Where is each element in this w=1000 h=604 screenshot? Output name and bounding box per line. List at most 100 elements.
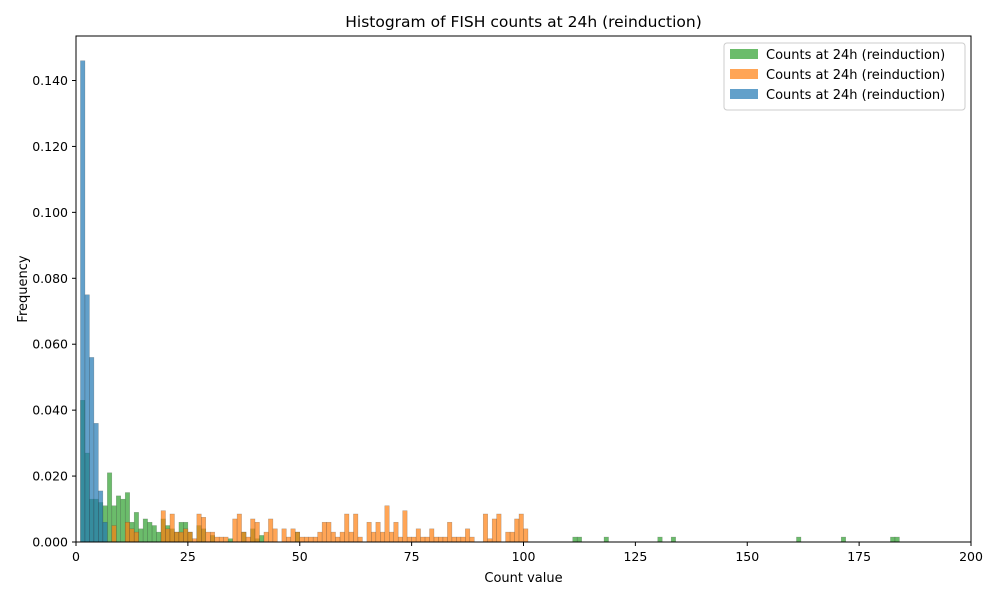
histogram-bar [330, 531, 336, 543]
y-axis-ticks: 0.000 0.020 0.040 0.060 0.080 0.100 0.120 0.140 [32, 73, 76, 550]
histogram-bar [456, 536, 462, 543]
histogram-bar [491, 518, 497, 543]
histogram-bar [169, 513, 175, 543]
histogram-bar [236, 513, 242, 543]
histogram-bar [124, 521, 130, 543]
histogram-bar [344, 513, 350, 543]
histogram-bar [98, 490, 104, 543]
histogram-bar [205, 531, 211, 543]
x-tick-label: 25 [180, 549, 196, 564]
y-tick-label: 0.080 [32, 271, 68, 286]
histogram-bar [375, 521, 381, 543]
legend-label: Counts at 24h (reinduction) [766, 68, 945, 83]
histogram-bar [429, 528, 435, 543]
histogram-bar [201, 517, 207, 543]
y-tick-label: 0.100 [32, 205, 68, 220]
histogram-bar [272, 528, 278, 543]
histogram-bar [156, 531, 162, 543]
histogram-bar [442, 536, 448, 543]
histogram-bar [218, 536, 224, 543]
histogram-bar [505, 531, 511, 543]
histogram-bar [174, 531, 180, 543]
histogram-bar [397, 536, 403, 543]
histogram-bar [147, 521, 153, 543]
y-tick-label: 0.020 [32, 469, 68, 484]
histogram-bar [241, 531, 247, 543]
histogram-bar [482, 513, 488, 543]
x-tick-label: 0 [72, 549, 80, 564]
histogram-bar [406, 536, 412, 543]
legend-swatch [730, 49, 758, 59]
x-tick-label: 75 [404, 549, 420, 564]
histogram-bar [259, 535, 265, 543]
y-tick-label: 0.060 [32, 337, 68, 352]
histogram-bar [214, 536, 220, 543]
histogram-bar [107, 472, 113, 543]
histogram-bar [187, 531, 193, 543]
histogram-bar [321, 521, 327, 543]
histogram-bar [299, 536, 305, 543]
x-axis-label: Count value [484, 571, 562, 586]
histogram-bar [303, 536, 309, 543]
x-tick-label: 150 [735, 549, 759, 564]
histogram-bar [657, 536, 663, 543]
x-tick-label: 100 [512, 549, 536, 564]
x-axis-ticks: 0 25 50 75 100 125 150 175 200 [72, 542, 983, 564]
histogram-bar [402, 510, 408, 543]
histogram-bar [424, 536, 430, 543]
histogram-bar [290, 528, 296, 543]
histogram-bar [116, 495, 121, 543]
legend-box [723, 42, 966, 111]
histogram-bar [245, 536, 251, 543]
histogram-bar [389, 531, 394, 543]
legend-swatch [730, 69, 758, 79]
histogram-bar [165, 528, 171, 543]
histogram-bar [111, 525, 117, 543]
histogram-bar [415, 528, 421, 543]
histogram-bar [89, 357, 95, 543]
y-tick-label: 0.040 [32, 403, 68, 418]
histogram-bar [308, 536, 314, 543]
histogram-bar [335, 536, 341, 543]
legend-swatch [730, 89, 758, 99]
histogram-bar [250, 518, 256, 543]
histogram-bar [93, 423, 99, 543]
x-tick-label: 125 [623, 549, 647, 564]
histogram-bar [223, 536, 229, 543]
histogram-bar [447, 521, 453, 543]
histogram-bar [80, 60, 86, 543]
x-tick-label: 50 [292, 549, 308, 564]
histogram-bar [451, 536, 457, 543]
histogram-bar [518, 513, 524, 543]
histogram-bar [210, 531, 215, 543]
histogram-bar [433, 536, 439, 543]
histogram-bar [160, 510, 166, 543]
histogram-bar [151, 525, 157, 543]
histogram-bar [460, 536, 466, 543]
histogram-bar [465, 528, 471, 543]
y-tick-label: 0.120 [32, 139, 68, 154]
x-tick-label: 200 [959, 549, 983, 564]
histogram-bar [353, 513, 359, 543]
histogram-bar [572, 536, 578, 543]
histogram-bar [295, 531, 300, 543]
x-tick-label: 175 [847, 549, 871, 564]
histogram-bar [348, 531, 354, 543]
chart-title: Histogram of FISH counts at 24h (reinduc… [345, 13, 702, 31]
legend: Counts at 24h (reinduction) Counts at 24h… [723, 42, 966, 111]
histogram-bar [138, 528, 144, 543]
histogram-bar [840, 536, 846, 543]
histogram-bar [281, 528, 287, 543]
legend-entries: Counts at 24h (reinduction) Counts at 24h… [730, 48, 945, 103]
histogram-bar [317, 531, 323, 543]
histogram-bar [514, 518, 520, 543]
histogram-bar [142, 518, 148, 543]
histogram-bar [366, 521, 372, 543]
histogram-bar [263, 531, 269, 543]
y-tick-label: 0.000 [32, 535, 68, 550]
histogram-bar [102, 521, 108, 543]
histogram-bar [268, 518, 274, 543]
histogram-bar [576, 536, 582, 543]
